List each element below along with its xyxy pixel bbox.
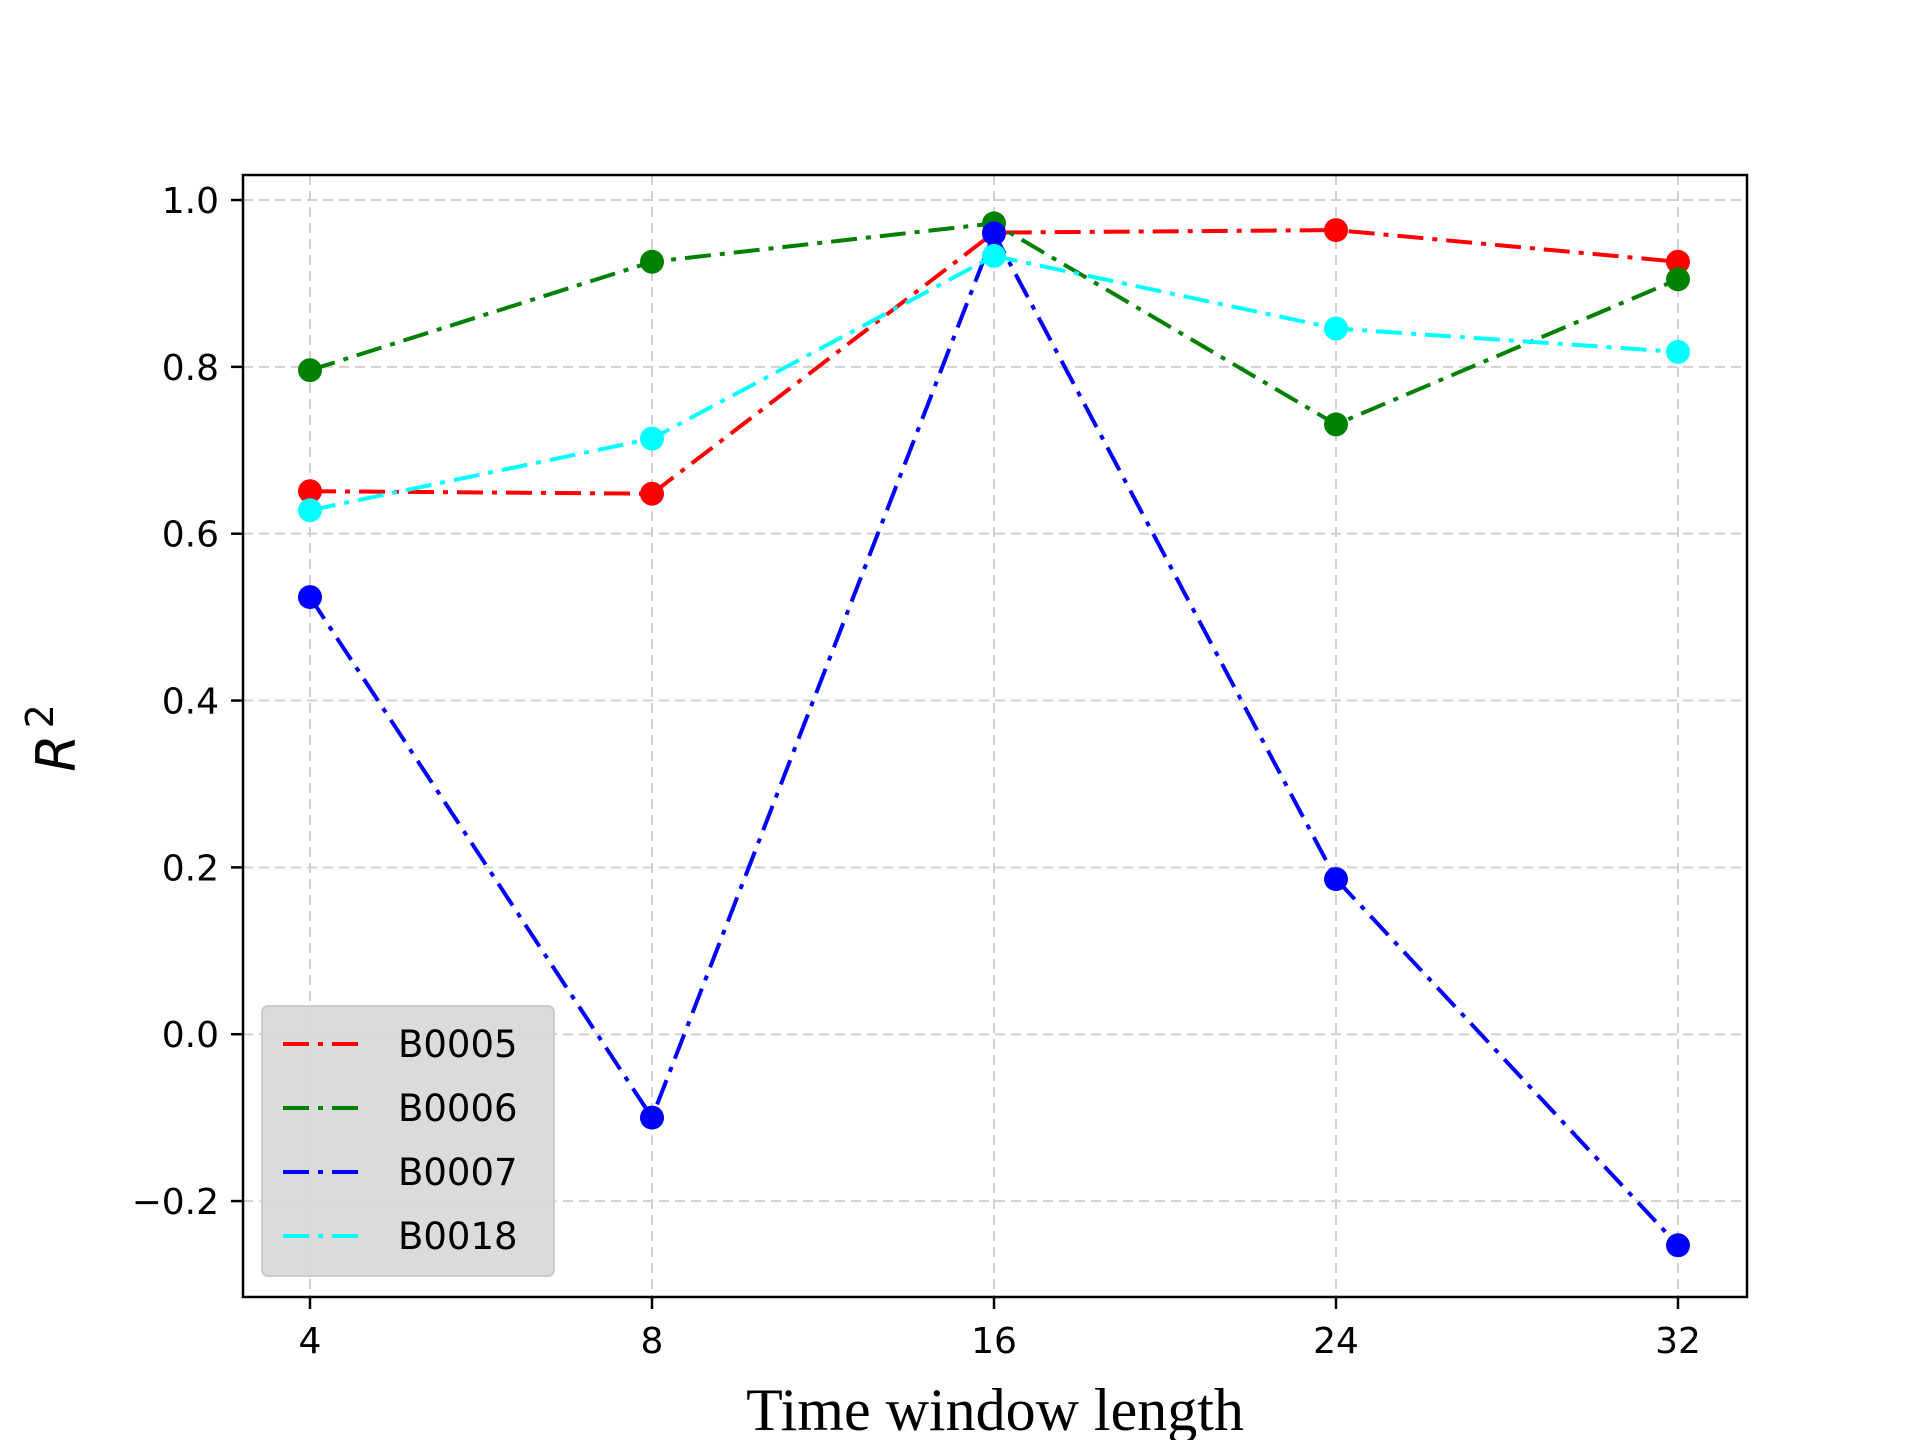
data-point-b0006 xyxy=(640,249,664,274)
data-series xyxy=(298,211,1690,1258)
data-point-b0007 xyxy=(1324,867,1348,892)
legend-item-b0007: B0007 xyxy=(283,1151,518,1194)
data-point-b0018 xyxy=(1666,339,1690,364)
data-point-b0005 xyxy=(640,481,664,506)
gridlines xyxy=(243,175,1747,1297)
x-axis-label: Time window length xyxy=(746,1377,1244,1440)
legend-box xyxy=(261,1005,555,1277)
legend-label-b0007: B0007 xyxy=(398,1151,518,1194)
legend-label-b0005: B0005 xyxy=(398,1023,518,1066)
legend-item-b0018: B0018 xyxy=(283,1215,518,1258)
y-axis-label-base: R xyxy=(25,734,88,772)
y-tick-label: 0.8 xyxy=(162,348,219,389)
data-point-b0018 xyxy=(982,243,1006,268)
series-b0007 xyxy=(298,221,1690,1258)
x-tick-label: 24 xyxy=(1313,1321,1359,1362)
legend-entries: B0005 B0006 B0007 B0018 xyxy=(283,1023,518,1258)
data-point-b0005 xyxy=(298,479,322,504)
data-point-b0006 xyxy=(1666,267,1690,292)
x-tick-label: 32 xyxy=(1655,1321,1701,1362)
axis-ticks: 4 8 16 24 32 −0.2 0.0 0.2 0.4 0.6 0.8 1.0 xyxy=(132,181,1701,1362)
y-tick-label: 0.6 xyxy=(162,515,219,556)
data-point-b0018 xyxy=(298,498,322,523)
legend-item-b0005: B0005 xyxy=(283,1023,518,1066)
x-tick-label: 4 xyxy=(299,1321,322,1362)
legend-label-b0006: B0006 xyxy=(398,1087,518,1130)
legend-item-b0006: B0006 xyxy=(283,1087,518,1130)
y-tick-label: 0.2 xyxy=(162,848,219,889)
data-point-b0006 xyxy=(1324,412,1348,437)
y-axis-label: R2 xyxy=(18,704,88,772)
y-tick-label: 0.0 xyxy=(162,1015,219,1056)
data-point-b0005 xyxy=(1666,249,1690,274)
y-tick-label: −0.2 xyxy=(132,1182,219,1223)
x-tick-label: 16 xyxy=(971,1321,1017,1362)
data-point-b0005 xyxy=(1324,218,1348,243)
data-point-b0007 xyxy=(982,221,1006,246)
data-point-b0007 xyxy=(298,585,322,610)
y-axis-label-superscript: 2 xyxy=(18,704,62,728)
legend-label-b0018: B0018 xyxy=(398,1215,518,1258)
series-b0018 xyxy=(298,243,1690,523)
data-point-b0007 xyxy=(640,1105,664,1130)
y-tick-label: 1.0 xyxy=(162,181,219,222)
data-point-b0006 xyxy=(298,358,322,383)
x-tick-label: 8 xyxy=(641,1321,664,1362)
data-point-b0018 xyxy=(640,426,664,451)
data-point-b0018 xyxy=(1324,316,1348,341)
data-point-b0007 xyxy=(1666,1233,1690,1258)
legend: B0005 B0006 B0007 B0018 xyxy=(261,1005,555,1277)
y-tick-label: 0.4 xyxy=(162,682,219,723)
